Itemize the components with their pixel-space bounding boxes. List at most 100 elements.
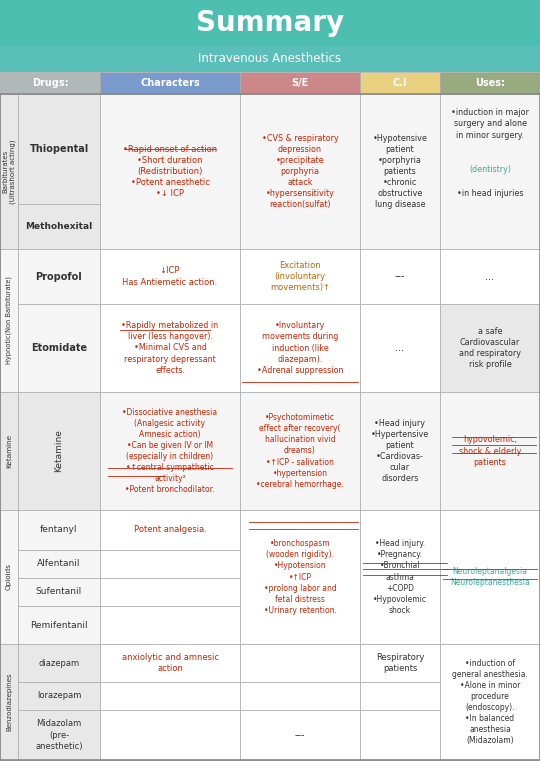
Bar <box>18 578 100 606</box>
Text: Remifentanil: Remifentanil <box>30 621 88 629</box>
Bar <box>18 550 100 578</box>
Text: lorazepam: lorazepam <box>37 692 81 700</box>
Bar <box>18 249 100 304</box>
Bar <box>18 392 100 510</box>
Bar <box>0 392 18 510</box>
Bar <box>100 606 240 644</box>
Text: •Involuntary
movements during
induction (like
diazepam).
•Adrenal suppression: •Involuntary movements during induction … <box>256 321 343 374</box>
Text: •induction in major
surgery and alone
in minor surgery.: •induction in major surgery and alone in… <box>451 108 529 140</box>
Bar <box>440 72 540 94</box>
Text: Opioids: Opioids <box>6 563 12 590</box>
Text: •Hypotensive
patient
•porphyria
patients
•chronic
obstructive
lung disease: •Hypotensive patient •porphyria patients… <box>373 133 428 209</box>
Text: anxiolytic and amnesic
action: anxiolytic and amnesic action <box>122 653 219 673</box>
Bar <box>360 304 440 392</box>
Bar <box>360 710 440 760</box>
Bar <box>0 94 18 249</box>
Text: Neuroleptanalgesia
Neuroleptanesthesia: Neuroleptanalgesia Neuroleptanesthesia <box>450 567 530 587</box>
Bar <box>18 644 100 682</box>
Bar <box>360 510 440 644</box>
Bar <box>440 644 540 760</box>
Bar <box>100 304 240 392</box>
Bar <box>360 644 440 682</box>
Bar <box>240 710 360 760</box>
Bar <box>100 550 240 578</box>
Bar <box>100 94 240 249</box>
Bar <box>18 304 100 392</box>
Text: Characters: Characters <box>140 78 200 88</box>
Text: •bronchospasm
(wooden rigidity).
•Hypotension
•↑ICP
•prolong labor and
fetal dis: •bronchospasm (wooden rigidity). •Hypote… <box>264 539 336 615</box>
Text: •Head injury
•Hypertensive
patient
•Cardiovas-
cular
disorders: •Head injury •Hypertensive patient •Card… <box>371 419 429 484</box>
Bar <box>0 72 100 94</box>
Bar <box>440 510 540 644</box>
Bar <box>18 94 100 204</box>
Text: Thiopental: Thiopental <box>29 144 89 154</box>
Bar <box>360 94 440 249</box>
Text: Barbiturates
(Ultrashort acting): Barbiturates (Ultrashort acting) <box>2 140 16 204</box>
Bar <box>240 72 360 94</box>
Bar <box>440 392 540 510</box>
Text: Etomidate: Etomidate <box>31 343 87 353</box>
Text: ...: ... <box>485 271 495 282</box>
Bar <box>0 510 18 644</box>
Text: •CVS & respiratory
depression
•precipitate
porphyria
attack
•hypersensitivity
re: •CVS & respiratory depression •precipita… <box>261 133 339 209</box>
Bar <box>360 72 440 94</box>
Text: diazepam: diazepam <box>38 658 79 668</box>
Text: ...: ... <box>395 343 404 353</box>
Text: •Head injury.
•Pregnancy.
•Bronchial
asthma
+COPD
•Hypovolemic
shock: •Head injury. •Pregnancy. •Bronchial ast… <box>373 539 427 615</box>
Text: ↓ICP
Has Antiemetic action.: ↓ICP Has Antiemetic action. <box>123 267 218 286</box>
Text: Methohexital: Methohexital <box>25 222 93 231</box>
Text: Intravenous Anesthetics: Intravenous Anesthetics <box>198 52 342 66</box>
Bar <box>240 94 360 249</box>
Text: Sufentanil: Sufentanil <box>36 587 82 597</box>
Text: Midazolam
(pre-
anesthetic): Midazolam (pre- anesthetic) <box>35 719 83 750</box>
Text: Summary: Summary <box>196 9 344 37</box>
Bar <box>18 710 100 760</box>
Bar <box>360 249 440 304</box>
Text: Ketamine: Ketamine <box>6 434 12 468</box>
Bar <box>240 392 360 510</box>
Text: C.I: C.I <box>393 78 407 88</box>
Text: a safe
Cardiovascular
and respiratory
risk profile: a safe Cardiovascular and respiratory ri… <box>459 327 521 369</box>
Bar <box>360 392 440 510</box>
Text: •Rapidly metabolized in
liver (less hangover).
•Minimal CVS and
respiratory depr: •Rapidly metabolized in liver (less hang… <box>122 321 219 374</box>
Bar <box>440 304 540 392</box>
Bar <box>100 710 240 760</box>
Text: ---: --- <box>395 271 405 282</box>
Bar <box>18 204 100 249</box>
Bar <box>100 682 240 710</box>
Bar <box>360 682 440 710</box>
Text: Alfentanil: Alfentanil <box>37 559 81 569</box>
Bar <box>240 304 360 392</box>
Text: Benzodiazepines: Benzodiazepines <box>6 672 12 732</box>
Bar <box>100 644 240 682</box>
Text: •in head injuries: •in head injuries <box>457 190 523 198</box>
Text: Propofol: Propofol <box>36 271 83 282</box>
Bar <box>440 249 540 304</box>
Bar <box>440 94 540 249</box>
Bar <box>0 249 18 392</box>
Text: Ketamine: Ketamine <box>55 430 64 473</box>
Text: S/E: S/E <box>292 78 309 88</box>
Bar <box>100 510 240 550</box>
Text: Respiratory
patients: Respiratory patients <box>376 653 424 673</box>
Text: •Psychotomimetic
effect after recovery(
hallucination vivid
dreams)
•↑ICP - sali: •Psychotomimetic effect after recovery( … <box>256 413 344 489</box>
Text: •Rapid onset of action
•Short duration
(Redistribution)
•Potent anesthetic
•↓ IC: •Rapid onset of action •Short duration (… <box>123 145 217 198</box>
Text: fentanyl: fentanyl <box>40 526 78 534</box>
Bar <box>100 72 240 94</box>
Text: Uses:: Uses: <box>475 78 505 88</box>
Bar <box>240 249 360 304</box>
Bar <box>240 510 360 644</box>
Bar <box>18 510 100 550</box>
Bar <box>18 606 100 644</box>
Bar <box>240 644 360 682</box>
Bar <box>100 249 240 304</box>
Bar <box>0 644 18 760</box>
Text: Excitation
(involuntary
movements)↑: Excitation (involuntary movements)↑ <box>270 261 330 292</box>
Bar <box>0 46 540 72</box>
Text: hypovolemic,
shock & elderly
patients: hypovolemic, shock & elderly patients <box>459 435 521 466</box>
Bar <box>100 578 240 606</box>
Text: •induction of
general anesthesia.
•Alone in minor
procedure
(endoscopy).
•In bal: •induction of general anesthesia. •Alone… <box>452 658 528 746</box>
Text: Drugs:: Drugs: <box>32 78 69 88</box>
Text: •Dissociative anesthesia
(Analgesic activity
Amnesic action)
•Can be given IV or: •Dissociative anesthesia (Analgesic acti… <box>123 408 218 495</box>
Text: Potent analgesia.: Potent analgesia. <box>133 526 206 534</box>
